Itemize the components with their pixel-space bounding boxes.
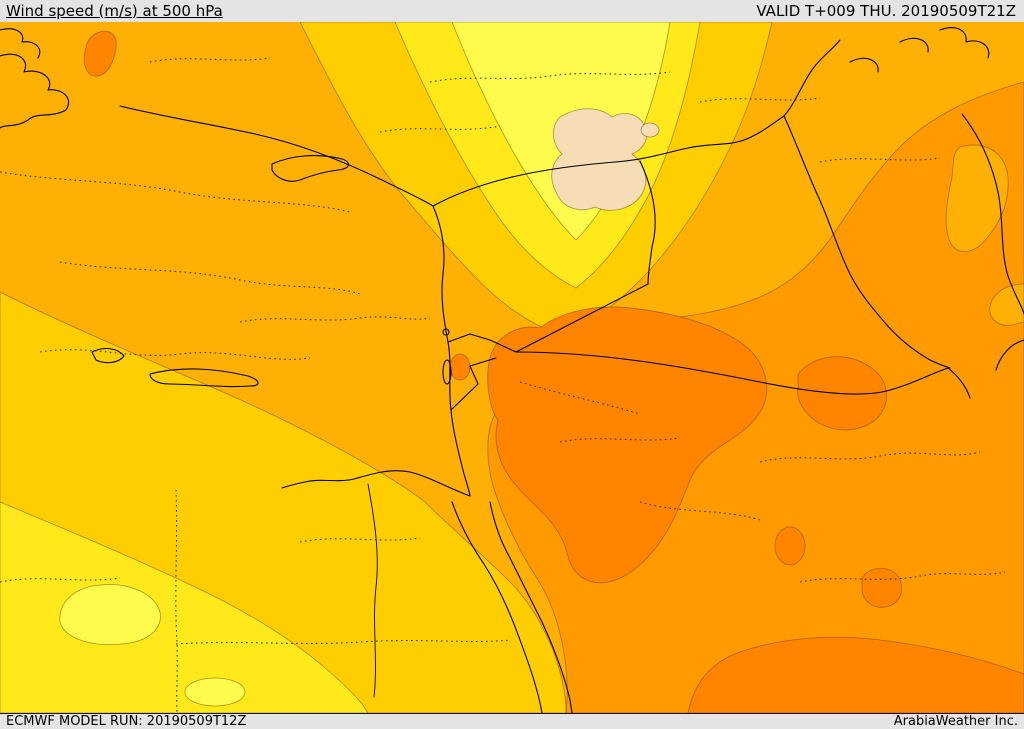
dead-sea bbox=[442, 359, 452, 385]
persian-gulf-coastline bbox=[961, 113, 1024, 315]
black-sea-coastline bbox=[0, 28, 41, 59]
jordan-iraq-border bbox=[515, 283, 649, 353]
model-run-label: ECMWF MODEL RUN: 20190509T12Z bbox=[6, 714, 247, 729]
nile-river bbox=[367, 483, 378, 698]
map-title: Wind speed (m/s) at 500 hPa bbox=[6, 1, 223, 20]
caucasus-squiggle-3 bbox=[939, 27, 990, 59]
iran-iraq-border bbox=[783, 115, 951, 369]
levant-coastline bbox=[432, 205, 471, 497]
provider-credit: ArabiaWeather Inc. bbox=[893, 714, 1018, 729]
jordan-north-border bbox=[447, 333, 517, 353]
dotted-boundaries bbox=[0, 57, 1006, 713]
crete-island bbox=[149, 368, 259, 388]
turkey-south-coastline bbox=[119, 105, 434, 207]
small-island bbox=[91, 347, 125, 364]
red-sea-east-coastline bbox=[489, 501, 573, 713]
valid-time-label: VALID T+009 THU. 20190509T21Z bbox=[756, 1, 1016, 20]
contour-level-cream bbox=[551, 108, 660, 211]
caucasus-squiggle-2 bbox=[899, 37, 929, 53]
syria-iraq-border bbox=[639, 160, 656, 285]
saudi-iraq-border bbox=[515, 351, 949, 395]
caucasus-squiggle-1 bbox=[849, 57, 879, 73]
jordan-saudi-border bbox=[450, 357, 497, 411]
wind-speed-map bbox=[0, 22, 1024, 713]
header-bar: Wind speed (m/s) at 500 hPa VALID T+009 … bbox=[0, 0, 1024, 22]
turkey-syria-border bbox=[432, 115, 785, 207]
egypt-coastline bbox=[281, 470, 471, 497]
sea-of-galilee bbox=[442, 328, 450, 336]
footer-bar: ECMWF MODEL RUN: 20190509T12Z ArabiaWeat… bbox=[0, 713, 1024, 729]
cyprus-island bbox=[271, 155, 349, 182]
country-borders bbox=[0, 27, 1024, 713]
turkey-east-border bbox=[783, 39, 841, 117]
aegean-coastline bbox=[0, 53, 70, 129]
gulf-south-coastline bbox=[995, 339, 1024, 371]
kuwait-coastline bbox=[947, 367, 971, 399]
red-sea-west-coastline bbox=[451, 501, 543, 713]
